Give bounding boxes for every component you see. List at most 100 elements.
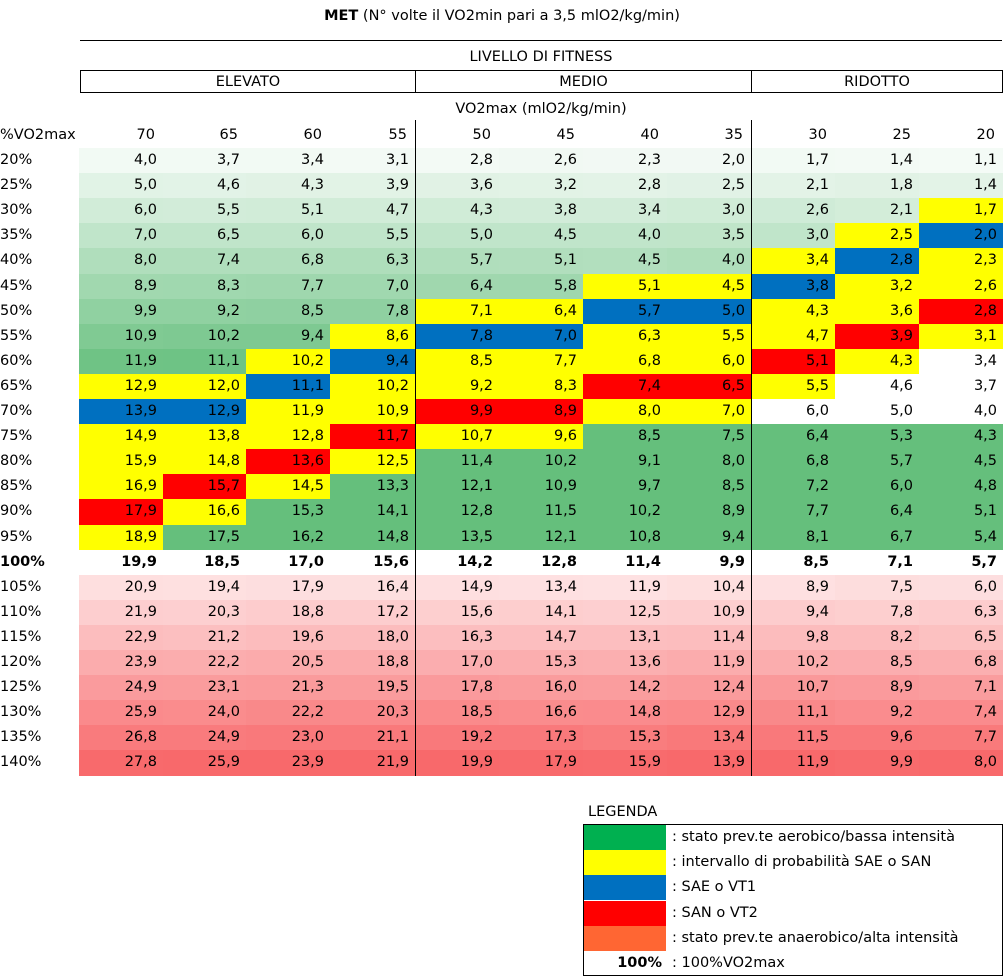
table-cell: 3,6: [415, 173, 499, 199]
table-cell: 12,9: [163, 399, 246, 425]
table-cell: 3,8: [499, 198, 583, 224]
table-cell: 5,1: [583, 273, 667, 300]
table-cell: 3,6: [835, 298, 919, 325]
table-cell: 10,8: [583, 524, 667, 551]
legend-text: : intervallo di probabilità SAE o SAN: [672, 854, 932, 871]
table-cell: 5,0: [667, 298, 751, 325]
table-cell: 7,5: [835, 574, 919, 601]
table-cell: 23,0: [246, 725, 330, 751]
table-cell: 19,4: [163, 574, 246, 601]
table-cell: 3,2: [499, 173, 583, 199]
table-cell: 6,4: [415, 273, 499, 300]
table-cell: 20,3: [330, 700, 415, 726]
table-cell: 6,7: [835, 524, 919, 551]
table-cell: 7,4: [919, 700, 1003, 726]
table-cell: 11,5: [751, 725, 835, 751]
row-label: 135%: [0, 729, 42, 746]
table-cell: 8,5: [667, 474, 751, 500]
table-cell: 3,4: [751, 248, 835, 275]
table-cell: 7,8: [415, 323, 499, 350]
column-header-25: 25: [892, 127, 911, 143]
table-cell: 2,3: [919, 248, 1003, 275]
table-cell: 17,9: [246, 574, 330, 601]
table-cell: 4,3: [835, 348, 919, 375]
table-cell: 9,2: [163, 298, 246, 325]
legend-swatch: [584, 925, 666, 951]
table-cell: 13,1: [583, 624, 667, 651]
table-cell: 23,9: [79, 650, 163, 676]
table-cell: 8,5: [415, 348, 499, 375]
table-cell: 12,8: [246, 424, 330, 450]
table-cell: 15,3: [499, 650, 583, 676]
table-cell: 13,9: [79, 399, 163, 425]
table-cell: 9,9: [667, 549, 751, 576]
table-cell: 4,3: [751, 298, 835, 325]
row-label: 125%: [0, 679, 42, 696]
legend-item: : stato prev.te anaerobico/alta intensit…: [584, 925, 1002, 951]
table-cell: 14,8: [330, 524, 415, 551]
table-cell: 10,2: [583, 499, 667, 526]
table-cell: 7,7: [751, 499, 835, 526]
table-cell: 11,9: [583, 574, 667, 601]
table-cell: 13,6: [246, 449, 330, 475]
table-cell: 22,2: [246, 700, 330, 726]
legend-item: : SAN o VT2: [584, 900, 1002, 926]
row-label: 130%: [0, 704, 42, 721]
table-cell: 9,9: [415, 399, 499, 425]
table-cell: 10,4: [667, 574, 751, 601]
table-cell: 10,7: [751, 675, 835, 701]
table-cell: 6,3: [583, 323, 667, 350]
row-label: 140%: [0, 754, 42, 771]
table-cell: 14,7: [499, 624, 583, 651]
table-cell: 23,9: [246, 750, 330, 777]
table-cell: 3,7: [163, 148, 246, 174]
table-cell: 1,7: [751, 148, 835, 174]
column-header-55: 55: [388, 127, 407, 143]
table-cell: 14,9: [415, 574, 499, 601]
table-cell: 4,6: [163, 173, 246, 199]
separator-elevato-medio: [415, 120, 416, 776]
table-cell: 3,4: [583, 198, 667, 224]
title-bold: MET: [324, 8, 359, 24]
table-cell: 7,4: [583, 373, 667, 400]
table-cell: 8,9: [499, 399, 583, 425]
table-cell: 2,5: [667, 173, 751, 199]
table-cell: 17,9: [79, 499, 163, 526]
table-cell: 17,8: [415, 675, 499, 701]
separator-medio-ridotto: [751, 120, 752, 776]
table-cell: 25,9: [163, 750, 246, 777]
table-cell: 27,8: [79, 750, 163, 777]
row-label: 115%: [0, 628, 42, 645]
table-cell: 4,3: [415, 198, 499, 224]
table-cell: 23,1: [163, 675, 246, 701]
table-cell: 4,6: [835, 373, 919, 400]
table-cell: 9,4: [246, 323, 330, 350]
table-cell: 5,1: [919, 499, 1003, 526]
table-cell: 6,8: [751, 449, 835, 475]
table-cell: 6,4: [499, 298, 583, 325]
column-header-70: 70: [136, 127, 155, 143]
legend-item-reference: 100%: 100%VO2max: [584, 951, 1002, 976]
table-cell: 17,9: [499, 750, 583, 777]
table-cell: 2,1: [751, 173, 835, 199]
table-cell: 4,3: [919, 424, 1003, 450]
table-cell: 6,4: [835, 499, 919, 526]
table-cell: 8,9: [667, 499, 751, 526]
table-cell: 1,4: [835, 148, 919, 174]
table-cell: 7,1: [919, 675, 1003, 701]
table-cell: 9,7: [583, 474, 667, 500]
table-cell: 5,5: [751, 373, 835, 400]
legend-text: : 100%VO2max: [672, 955, 785, 971]
table-cell: 11,7: [330, 424, 415, 450]
table-cell: 12,8: [415, 499, 499, 526]
legend-text: : stato prev.te aerobico/bassa intensità: [672, 829, 955, 845]
table-cell: 11,4: [415, 449, 499, 475]
table-cell: 15,9: [79, 449, 163, 475]
table-cell: 8,5: [246, 298, 330, 325]
table-cell: 24,9: [163, 725, 246, 751]
table-cell: 3,4: [246, 148, 330, 174]
table-cell: 8,3: [499, 373, 583, 400]
table-cell: 7,8: [330, 298, 415, 325]
table-cell: 7,7: [246, 273, 330, 300]
table-cell: 10,9: [330, 399, 415, 425]
